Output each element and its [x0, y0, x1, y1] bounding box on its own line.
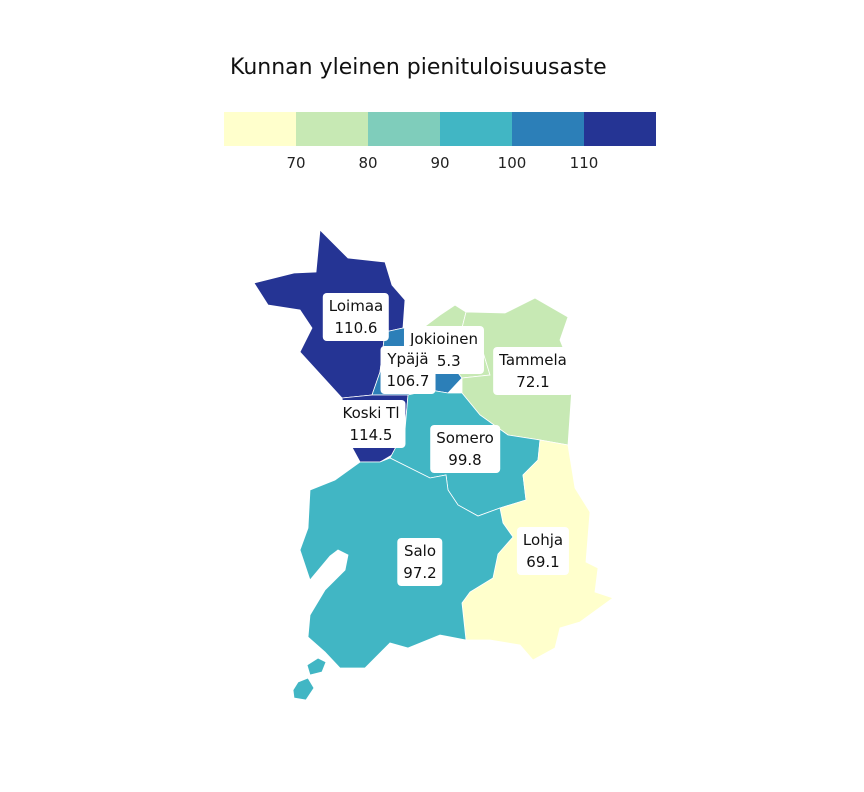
legend-swatch: [584, 112, 656, 146]
color-legend: [224, 112, 656, 146]
region-label-koski-tl: Koski Tl 114.5: [336, 400, 406, 448]
legend-swatch: [440, 112, 512, 146]
legend-tick: 90: [430, 154, 450, 172]
region-value: 99.8: [448, 451, 482, 469]
region-name: Loimaa: [328, 297, 384, 315]
region-label-lohja: Lohja 69.1: [516, 527, 570, 575]
legend-ticks: 70 80 90 100 110: [0, 154, 864, 178]
region-label-tammela: Tammela 72.1: [493, 347, 573, 395]
region-name: Ypäjä: [387, 350, 429, 368]
legend-swatch: [296, 112, 368, 146]
legend-tick: 70: [286, 154, 306, 172]
region-salo-island: [306, 657, 327, 676]
legend-swatch: [512, 112, 584, 146]
legend-swatch: [224, 112, 296, 146]
region-name: Jokioinen: [409, 330, 479, 348]
region-value: 106.7: [386, 372, 430, 390]
region-name: Koski Tl: [342, 404, 400, 422]
region-name: Somero: [436, 429, 494, 447]
legend-swatch: [368, 112, 440, 146]
legend-tick: 100: [497, 154, 527, 172]
region-label-salo: Salo 97.2: [397, 538, 443, 586]
region-name: Tammela: [499, 351, 567, 369]
region-salo-island: [292, 677, 315, 701]
region-label-loimaa: Loimaa 110.6: [322, 293, 390, 341]
region-name: Lohja: [522, 531, 564, 549]
region-value: 75.3: [427, 352, 461, 370]
region-value: 97.2: [403, 564, 437, 582]
region-value: 110.6: [334, 319, 378, 337]
legend-tick: 110: [569, 154, 599, 172]
region-value: 69.1: [526, 553, 560, 571]
region-name: Salo: [403, 542, 437, 560]
region-label-ypaja: Ypäjä 106.7: [380, 346, 436, 394]
region-value: 114.5: [349, 426, 393, 444]
region-value: 72.1: [516, 373, 550, 391]
legend-tick: 80: [358, 154, 378, 172]
region-label-somero: Somero 99.8: [430, 425, 500, 473]
map-title: Kunnan yleinen pienituloisuusaste: [230, 55, 607, 80]
